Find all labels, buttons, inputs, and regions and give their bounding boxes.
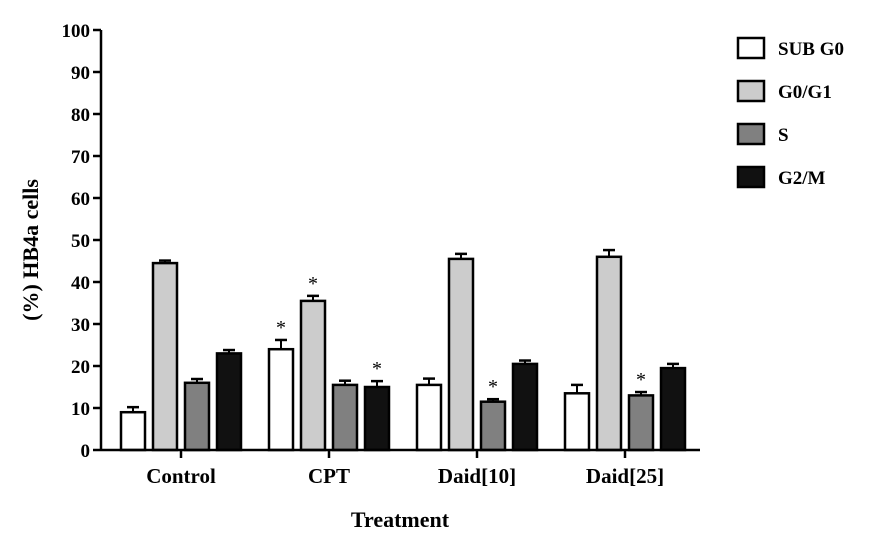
bar [659, 366, 687, 452]
y-tick-label: 0 [81, 441, 91, 462]
category-label: Control [146, 464, 216, 488]
y-tick-label: 10 [71, 399, 90, 420]
legend: SUB G0 G0/G1 S G2/M [736, 36, 844, 189]
bar [511, 362, 539, 452]
y-axis: 0 10 20 30 40 50 60 70 80 90 100 [62, 21, 103, 462]
bar [215, 352, 243, 452]
legend-swatch [736, 36, 766, 60]
bar [479, 400, 507, 452]
bars: * * * * * [119, 248, 687, 452]
legend-swatch [736, 165, 766, 189]
y-tick-label: 90 [71, 63, 90, 84]
bar [363, 385, 391, 452]
significance-star: * [372, 358, 382, 380]
x-axis-title: Treatment [351, 507, 450, 532]
bar [267, 347, 295, 452]
bar [183, 381, 211, 452]
legend-label: S [778, 125, 789, 146]
significance-star: * [276, 317, 286, 339]
y-tick-label: 20 [71, 357, 90, 378]
y-axis-title: (%) HB4a cells [18, 179, 43, 321]
y-tick-label: 50 [71, 231, 90, 252]
legend-label: G2/M [778, 168, 826, 189]
significance-star: * [636, 369, 646, 391]
category-label: Daid[10] [438, 464, 516, 488]
significance-star: * [488, 376, 498, 398]
bar [447, 257, 475, 452]
legend-swatch [736, 79, 766, 103]
x-axis: Control CPT Daid[10] Daid[25] [101, 448, 700, 488]
y-tick-label: 80 [71, 105, 90, 126]
y-tick-label: 30 [71, 315, 90, 336]
bar [627, 394, 655, 452]
y-tick-label: 70 [71, 147, 90, 168]
y-tick-label: 100 [62, 21, 91, 42]
category-label: CPT [308, 464, 350, 488]
significance-star: * [308, 273, 318, 295]
bar [119, 410, 147, 452]
category-label: Daid[25] [586, 464, 664, 488]
bar [415, 383, 443, 452]
bar [151, 261, 179, 452]
y-tick-label: 40 [71, 273, 90, 294]
legend-label: G0/G1 [778, 82, 832, 103]
legend-label: SUB G0 [778, 39, 844, 60]
legend-swatch [736, 122, 766, 146]
bar [595, 255, 623, 452]
y-tick-label: 60 [71, 189, 90, 210]
bar [563, 392, 591, 452]
bar [299, 299, 327, 452]
bar [331, 383, 359, 452]
